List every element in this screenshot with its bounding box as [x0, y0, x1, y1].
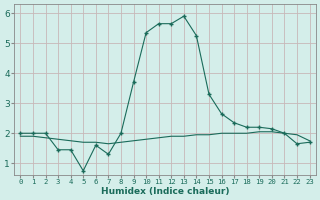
- X-axis label: Humidex (Indice chaleur): Humidex (Indice chaleur): [101, 187, 229, 196]
